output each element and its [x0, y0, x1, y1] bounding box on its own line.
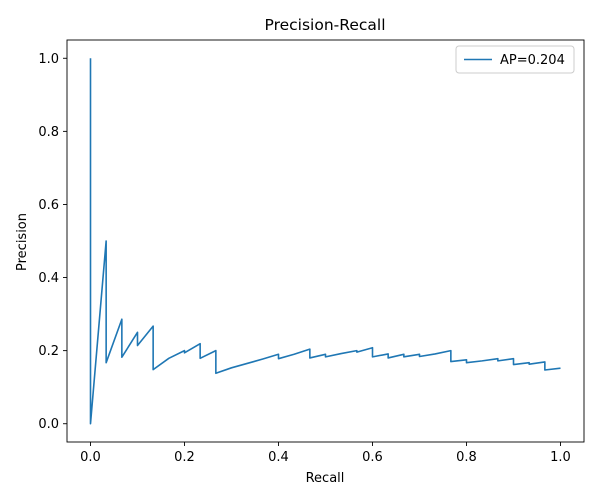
legend: AP=0.204 [455, 45, 575, 74]
y-tick-label: 0.2 [38, 344, 59, 359]
y-tick-label: 0.8 [38, 125, 59, 140]
series-line-0 [89, 58, 561, 425]
y-axis: 0.0 0.2 0.4 0.6 0.8 1.0 [38, 52, 67, 432]
x-tick-label: 1.0 [550, 450, 571, 465]
legend-label: AP=0.204 [500, 53, 565, 68]
plot-frame [66, 39, 585, 443]
x-tick-label: 0.6 [362, 450, 383, 465]
plot-area [66, 39, 585, 443]
y-tick-label: 0.6 [38, 198, 59, 213]
x-tick-label: 0.4 [268, 450, 289, 465]
x-tick-label: 0.8 [456, 450, 477, 465]
y-tick-label: 0.0 [38, 417, 59, 432]
x-tick-label: 0.2 [174, 450, 195, 465]
y-tick-label: 0.4 [38, 271, 59, 286]
x-axis-label: Recall [306, 471, 345, 486]
legend-box [455, 45, 575, 74]
chart-title: Precision-Recall [265, 16, 386, 34]
y-tick-label: 1.0 [38, 52, 59, 67]
x-axis: 0.0 0.2 0.4 0.6 0.8 1.0 [80, 442, 571, 465]
x-tick-label: 0.0 [80, 450, 101, 465]
y-axis-label: Precision [15, 213, 30, 271]
